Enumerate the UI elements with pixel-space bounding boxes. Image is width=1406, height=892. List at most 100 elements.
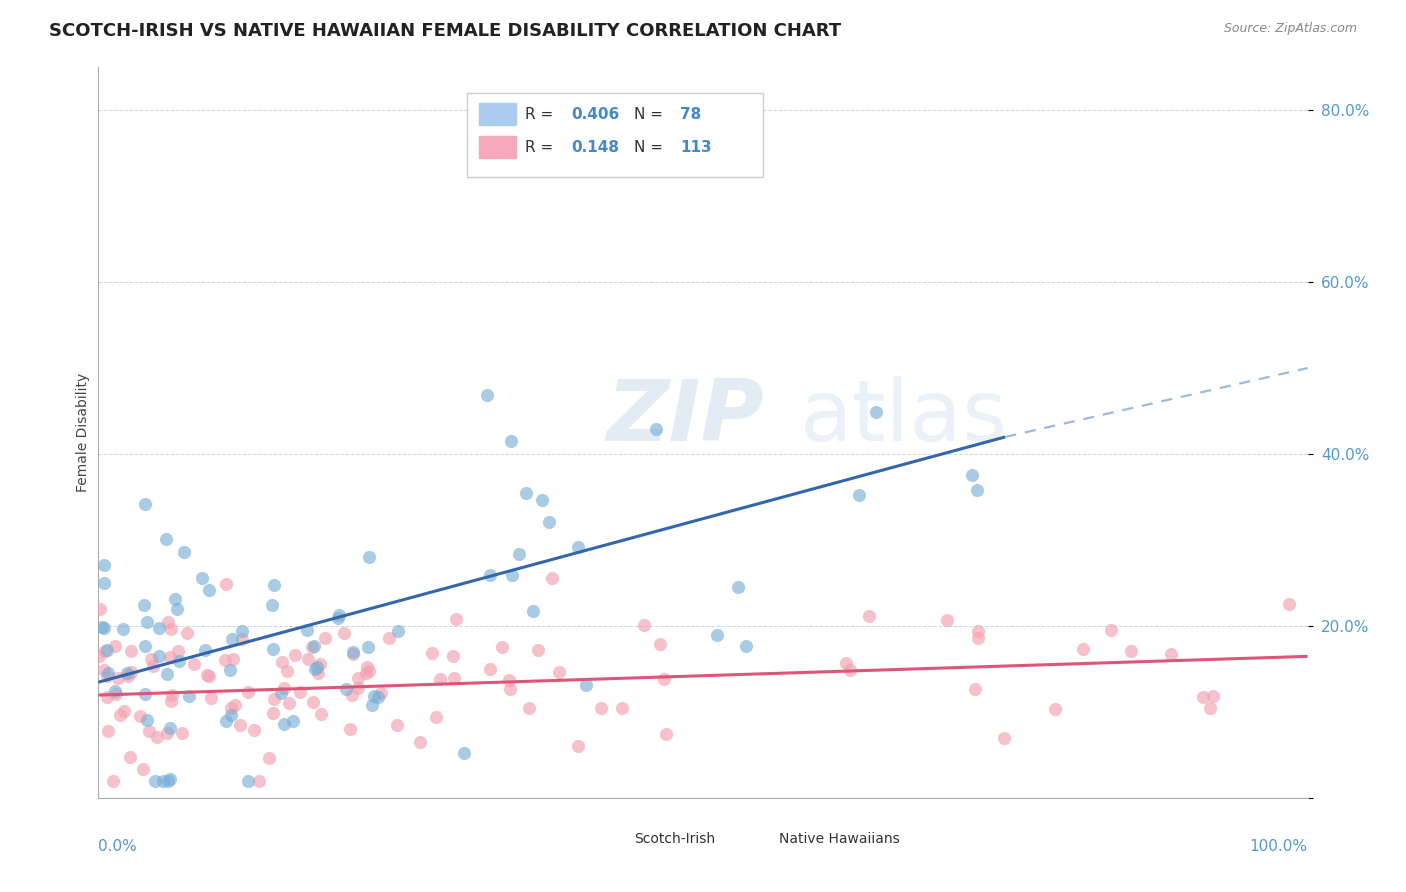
Text: ZIP: ZIP xyxy=(606,376,763,459)
Point xyxy=(478,567,501,582)
Point xyxy=(567,739,589,753)
Point xyxy=(936,614,959,628)
Point xyxy=(1278,597,1301,611)
Point xyxy=(333,626,356,640)
Point xyxy=(347,681,370,695)
Point xyxy=(727,580,749,594)
Point xyxy=(335,682,357,697)
Point xyxy=(444,612,467,626)
Point xyxy=(262,642,284,657)
Point xyxy=(96,643,118,657)
Point xyxy=(284,648,307,662)
Point xyxy=(89,601,111,615)
Point xyxy=(309,706,332,721)
Point xyxy=(91,620,114,634)
Point xyxy=(129,708,152,723)
Point xyxy=(610,701,633,715)
Point xyxy=(848,488,870,502)
Point xyxy=(706,627,728,641)
Point xyxy=(297,652,319,666)
Point xyxy=(834,656,856,670)
Point xyxy=(591,701,613,715)
Point xyxy=(118,750,141,764)
Point xyxy=(363,689,385,703)
Point xyxy=(270,686,292,700)
Point xyxy=(491,640,513,654)
Point xyxy=(243,723,266,738)
Point xyxy=(302,640,325,654)
Text: N =: N = xyxy=(634,107,668,122)
Point xyxy=(155,667,177,681)
Point xyxy=(155,532,177,546)
Point xyxy=(104,683,127,698)
Point xyxy=(238,774,260,789)
Point xyxy=(326,611,349,625)
Point xyxy=(340,688,363,702)
Point xyxy=(221,651,243,665)
Point xyxy=(385,718,408,732)
Text: 113: 113 xyxy=(681,140,711,155)
Point xyxy=(378,632,401,646)
Point xyxy=(297,623,319,637)
Point xyxy=(167,644,190,658)
Text: Source: ZipAtlas.com: Source: ZipAtlas.com xyxy=(1223,22,1357,36)
Point xyxy=(105,687,128,701)
Point xyxy=(648,637,671,651)
Point xyxy=(262,706,284,720)
Point xyxy=(960,468,983,483)
Point xyxy=(347,672,370,686)
Point xyxy=(1202,689,1225,703)
Text: 78: 78 xyxy=(681,107,702,122)
Point xyxy=(160,688,183,702)
Point xyxy=(865,404,887,418)
Point xyxy=(838,663,860,677)
Point xyxy=(301,640,323,654)
Point xyxy=(367,690,389,704)
Point xyxy=(112,622,135,636)
Point xyxy=(498,673,520,688)
Point xyxy=(146,731,169,745)
Point xyxy=(652,672,675,686)
Point xyxy=(166,602,188,616)
Point xyxy=(370,686,392,700)
Point xyxy=(139,651,162,665)
Text: R =: R = xyxy=(526,107,558,122)
Point xyxy=(309,657,332,672)
Point xyxy=(165,592,187,607)
Point xyxy=(273,681,295,696)
Point xyxy=(1071,642,1094,657)
Point xyxy=(1119,643,1142,657)
Point xyxy=(257,750,280,764)
Point xyxy=(115,666,138,681)
Point xyxy=(195,668,218,682)
Text: Scotch-Irish: Scotch-Irish xyxy=(634,831,716,846)
Point xyxy=(356,660,378,674)
Point xyxy=(93,621,115,635)
Point xyxy=(354,665,377,680)
Point xyxy=(148,648,170,663)
Point xyxy=(967,631,990,645)
Point xyxy=(215,714,238,728)
Text: N =: N = xyxy=(634,140,668,155)
Point xyxy=(170,726,193,740)
Point xyxy=(305,660,328,674)
Point xyxy=(97,666,120,681)
Point xyxy=(967,624,990,638)
Text: atlas: atlas xyxy=(800,376,1008,459)
Y-axis label: Female Disability: Female Disability xyxy=(76,373,90,492)
FancyBboxPatch shape xyxy=(745,830,776,848)
Point xyxy=(148,621,170,635)
Point xyxy=(101,774,124,789)
Point xyxy=(120,665,142,680)
Point xyxy=(575,678,598,692)
Point xyxy=(96,669,118,683)
Point xyxy=(173,544,195,558)
Point xyxy=(515,486,537,500)
Point xyxy=(138,723,160,738)
Point xyxy=(155,725,177,739)
Point xyxy=(159,772,181,786)
Point xyxy=(156,615,179,629)
FancyBboxPatch shape xyxy=(467,93,763,177)
Text: R =: R = xyxy=(526,140,564,155)
Point xyxy=(93,575,115,590)
